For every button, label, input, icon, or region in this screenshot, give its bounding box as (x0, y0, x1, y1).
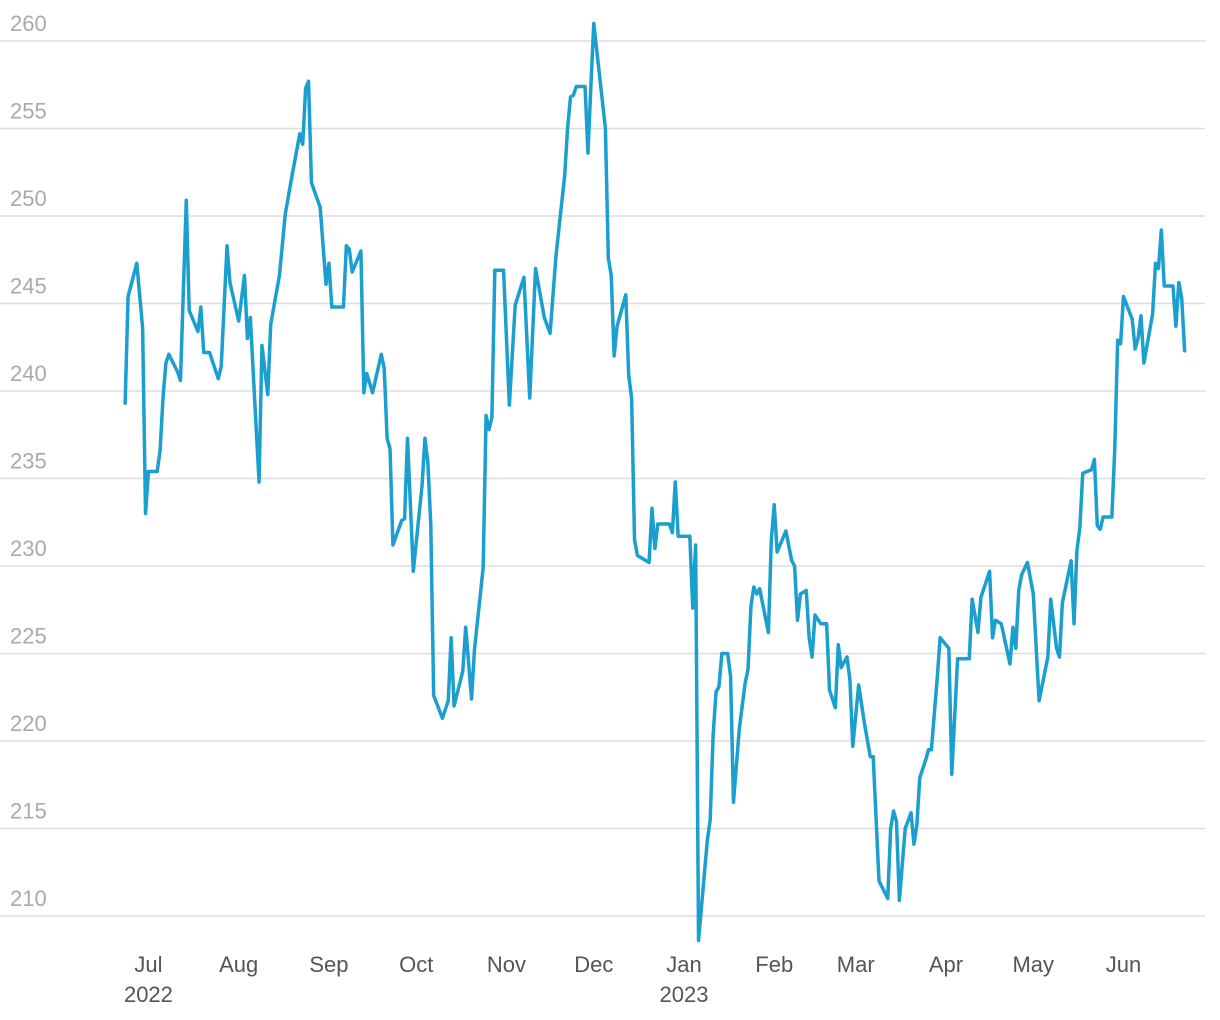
y-tick-label: 210 (10, 886, 47, 911)
x-tick-label: Sep (309, 952, 348, 977)
y-tick-label: 225 (10, 623, 47, 648)
y-tick-label: 245 (10, 273, 47, 298)
x-tick-label: Oct (399, 952, 433, 977)
x-tick-year: 2022 (124, 982, 173, 1007)
x-tick-label: Nov (487, 952, 526, 977)
x-tick-label: Apr (929, 952, 963, 977)
x-tick-label: Mar (837, 952, 875, 977)
y-tick-label: 260 (10, 11, 47, 36)
x-tick-label: Jun (1106, 952, 1141, 977)
y-tick-label: 230 (10, 536, 47, 561)
x-tick-label: Aug (219, 952, 258, 977)
x-tick-label: Dec (574, 952, 613, 977)
y-tick-label: 235 (10, 448, 47, 473)
price-line (123, 21, 1187, 943)
y-tick-label: 215 (10, 798, 47, 823)
x-tick-label: May (1012, 952, 1054, 977)
x-tick-year: 2023 (660, 982, 709, 1007)
y-tick-label: 240 (10, 361, 47, 386)
y-tick-label: 250 (10, 186, 47, 211)
x-tick-label: Feb (755, 952, 793, 977)
y-tick-label: 255 (10, 98, 47, 123)
x-tick-label: Jul (134, 952, 162, 977)
x-tick-label: Jan (666, 952, 701, 977)
y-tick-label: 220 (10, 711, 47, 736)
